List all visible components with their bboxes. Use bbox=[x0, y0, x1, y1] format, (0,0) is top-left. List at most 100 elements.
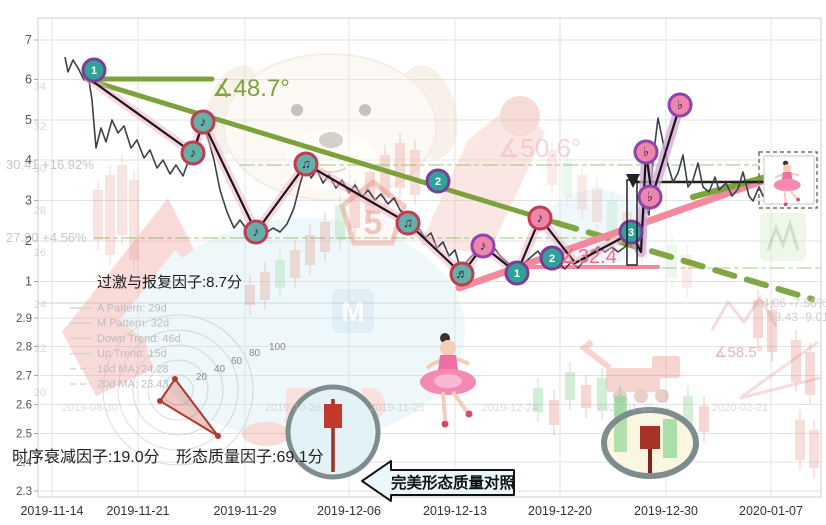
y-axis-label-bottom: 2.7 bbox=[16, 371, 32, 383]
radar-tick-label: 100 bbox=[269, 342, 286, 353]
m-badge-watermark: M bbox=[332, 289, 374, 333]
banner-label: 完美形态质量对照 bbox=[391, 473, 516, 492]
background-candle bbox=[577, 165, 587, 220]
radar-tick-label: 20 bbox=[196, 372, 208, 383]
legend-item: Up Trend: 15d bbox=[97, 348, 167, 360]
magnifier-ellipse-border bbox=[601, 407, 699, 479]
background-candle bbox=[809, 420, 819, 478]
pivot-marker-number[interactable]: 3 bbox=[618, 219, 644, 245]
radar-ring bbox=[117, 329, 239, 451]
background-candle bbox=[682, 245, 692, 298]
pivot-marker-number[interactable]: 2 bbox=[539, 245, 565, 271]
x-axis-label: 2019-12-06 bbox=[317, 504, 381, 518]
faint-date-label: 2019-12-24 bbox=[482, 402, 538, 414]
radar-vertex bbox=[157, 398, 163, 404]
faint-date-label: 2020-02-21 bbox=[712, 402, 768, 414]
pivot-marker-note[interactable]: ♪ bbox=[190, 109, 216, 135]
legend-item: Down Trend: 46d bbox=[97, 333, 181, 345]
background-candle bbox=[667, 235, 677, 288]
ballerina-shoe bbox=[441, 420, 449, 428]
faint-date-label: 2019-10-28 bbox=[265, 402, 321, 414]
pivot-marker-glyph: ♪ bbox=[253, 224, 260, 239]
faint-y-label: 24 bbox=[34, 299, 46, 311]
pivot-marker-note[interactable]: ♫ bbox=[395, 210, 421, 236]
pivot-marker-note[interactable]: ♫ bbox=[293, 151, 319, 177]
pivot-marker-flat[interactable]: ♭ bbox=[637, 184, 663, 210]
y-axis-label-top: 4 bbox=[25, 153, 32, 167]
pivot-marker-glyph: 2 bbox=[435, 176, 441, 188]
dog-body bbox=[145, 218, 465, 442]
faint-y-label: 34 bbox=[34, 81, 46, 93]
dog-eye bbox=[291, 104, 303, 116]
y-axis-label-top: 3 bbox=[25, 194, 32, 208]
pivot-marker-note[interactable]: ♬ bbox=[449, 261, 475, 287]
pivot-marker-flat[interactable]: ♭ bbox=[633, 139, 659, 165]
angle-faint-mid-label: ∡50.6° bbox=[497, 133, 581, 163]
right-level-label-2: 23.43 -9.01% bbox=[768, 310, 826, 324]
legend-item: 10d MA: 24.28 bbox=[97, 363, 169, 375]
faint-w-pattern bbox=[710, 295, 778, 331]
background-candle bbox=[767, 300, 777, 362]
background-candle bbox=[699, 396, 709, 442]
pivot-marker-number[interactable]: 1 bbox=[504, 260, 530, 286]
dog-fist bbox=[500, 96, 540, 136]
y-axis-label-bottom: 2.6 bbox=[16, 400, 32, 412]
pivot-marker-glyph: 1 bbox=[514, 268, 520, 280]
background-candle bbox=[117, 155, 127, 245]
background-candle bbox=[795, 410, 805, 470]
legend: A Pattern: 29d M Pattern: 32d Down Trend: … bbox=[70, 303, 181, 391]
faint-date-label: 2020-01-23 bbox=[597, 402, 653, 414]
radar-ring bbox=[132, 344, 224, 436]
ballerina-head bbox=[440, 340, 456, 356]
background-candle bbox=[305, 225, 315, 275]
pivot-marker-note[interactable]: ♪ bbox=[243, 219, 269, 245]
dog-cape bbox=[62, 198, 235, 396]
y-axis-label-top: 7 bbox=[25, 33, 32, 47]
banner-arrow-shape bbox=[361, 460, 515, 502]
ballerina-legs bbox=[441, 390, 469, 421]
candle-body bbox=[640, 426, 660, 449]
comparison-box[interactable] bbox=[758, 151, 818, 209]
background-candle bbox=[805, 342, 815, 405]
background-candle bbox=[335, 195, 345, 250]
pivot-marker-note[interactable]: ♪ bbox=[470, 233, 496, 259]
pivot-marker-number[interactable]: 2 bbox=[425, 168, 451, 194]
background-candle bbox=[245, 275, 255, 315]
x-axis-label: 2019-11-29 bbox=[213, 504, 276, 518]
pivot-marker-number[interactable]: 1 bbox=[81, 57, 107, 83]
dog-arm bbox=[120, 250, 215, 345]
radar-ring bbox=[162, 374, 194, 406]
background-candle bbox=[129, 170, 139, 270]
banner-callout: 完美形态质量对照 bbox=[361, 460, 516, 502]
background-candle bbox=[562, 152, 572, 207]
pivot-marker-note[interactable]: ♪ bbox=[527, 205, 553, 231]
pivot-marker-glyph: 3 bbox=[628, 227, 634, 239]
pivot-marker-note[interactable]: ♪ bbox=[180, 140, 206, 166]
y-axis-label-bottom: 2.9 bbox=[16, 313, 32, 325]
dog-leg bbox=[252, 355, 286, 427]
magnifier-inset-right[interactable] bbox=[601, 398, 699, 479]
radar-ring bbox=[102, 314, 254, 466]
legend-item: M Pattern: 32d bbox=[97, 318, 169, 330]
pivot-marker-glyph: ♫ bbox=[301, 156, 311, 171]
legend-item: A Pattern: 29d bbox=[97, 303, 167, 315]
faint-y-label: 20 bbox=[34, 387, 46, 399]
down-arrow-marker bbox=[626, 174, 640, 188]
x-axis-label: 2019-12-30 bbox=[634, 504, 698, 518]
background-candle bbox=[592, 178, 602, 232]
green-pattern-icon bbox=[760, 213, 806, 261]
pivot-marker-glyph: ♬ bbox=[456, 266, 469, 281]
overreaction-factor-label: 过激与报复因子:8.7分 bbox=[97, 273, 242, 291]
background-candle bbox=[791, 330, 801, 392]
y-axis-label-top: 5 bbox=[25, 113, 32, 127]
magnifier-inset-left[interactable] bbox=[285, 384, 381, 480]
y-axis-label-top: 1 bbox=[25, 275, 32, 289]
pivot-marker-flat[interactable]: ♭ bbox=[667, 92, 693, 118]
plot-border bbox=[37, 17, 822, 498]
y-axis-label-bottom: 2.5 bbox=[16, 429, 32, 441]
pivot-marker-glyph: ♪ bbox=[200, 114, 207, 129]
dog-nose bbox=[319, 132, 343, 148]
background-candle bbox=[260, 262, 270, 310]
